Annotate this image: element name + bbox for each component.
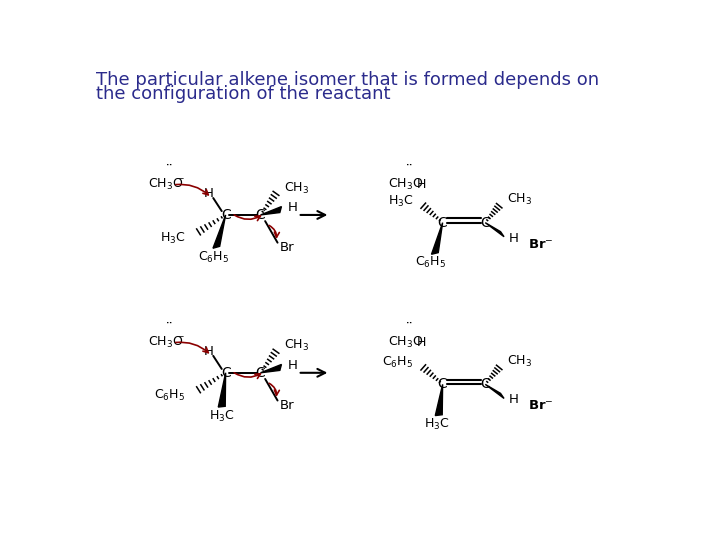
Text: C: C [256, 208, 266, 222]
Text: H: H [287, 201, 297, 214]
Text: H: H [287, 359, 297, 372]
Text: H: H [508, 232, 518, 245]
Text: C$_6$H$_5$: C$_6$H$_5$ [382, 355, 413, 370]
Text: Br$^{-}$: Br$^{-}$ [528, 400, 554, 413]
Polygon shape [436, 384, 443, 416]
Polygon shape [213, 215, 225, 248]
Text: C: C [480, 215, 490, 230]
Text: H$_3$C: H$_3$C [387, 193, 413, 208]
Text: CH$_3$O: CH$_3$O [388, 177, 423, 192]
Text: CH$_3$: CH$_3$ [284, 180, 309, 195]
Text: CH$_3$O: CH$_3$O [148, 177, 184, 192]
Polygon shape [431, 222, 443, 254]
Text: $^{-}$: $^{-}$ [177, 334, 184, 344]
Text: H$_3$C: H$_3$C [209, 409, 235, 424]
Text: CH$_3$: CH$_3$ [507, 192, 532, 207]
Text: C: C [256, 366, 266, 380]
Text: H: H [204, 345, 214, 357]
Text: C: C [438, 215, 448, 230]
Polygon shape [261, 364, 282, 373]
Text: C: C [221, 366, 230, 380]
Text: H: H [417, 335, 426, 348]
Text: C: C [438, 377, 448, 392]
Text: H$_3$C: H$_3$C [423, 417, 449, 432]
Text: C: C [221, 208, 230, 222]
Text: C$_6$H$_5$: C$_6$H$_5$ [198, 249, 229, 265]
Text: CH$_3$: CH$_3$ [507, 354, 532, 369]
Text: Br: Br [280, 241, 294, 254]
Text: Br: Br [280, 399, 294, 411]
Text: Br$^{-}$: Br$^{-}$ [528, 238, 554, 251]
Text: The particular alkene isomer that is formed depends on: The particular alkene isomer that is for… [96, 71, 599, 89]
Text: CH$_3$O: CH$_3$O [388, 334, 423, 349]
Text: H: H [417, 178, 426, 191]
Polygon shape [261, 207, 282, 215]
Polygon shape [485, 384, 504, 399]
Text: C$_6$H$_5$: C$_6$H$_5$ [154, 388, 185, 403]
Text: H: H [508, 393, 518, 406]
Text: C$_6$H$_5$: C$_6$H$_5$ [415, 255, 446, 270]
Text: C: C [480, 377, 490, 392]
Text: H: H [204, 187, 214, 200]
Text: CH$_3$: CH$_3$ [284, 338, 309, 353]
Text: the configuration of the reactant: the configuration of the reactant [96, 85, 391, 103]
Text: CH$_3$O: CH$_3$O [148, 334, 184, 349]
Text: $^{-}$: $^{-}$ [177, 176, 184, 186]
Text: H$_3$C: H$_3$C [160, 231, 185, 246]
Polygon shape [485, 222, 504, 237]
Polygon shape [218, 373, 225, 407]
